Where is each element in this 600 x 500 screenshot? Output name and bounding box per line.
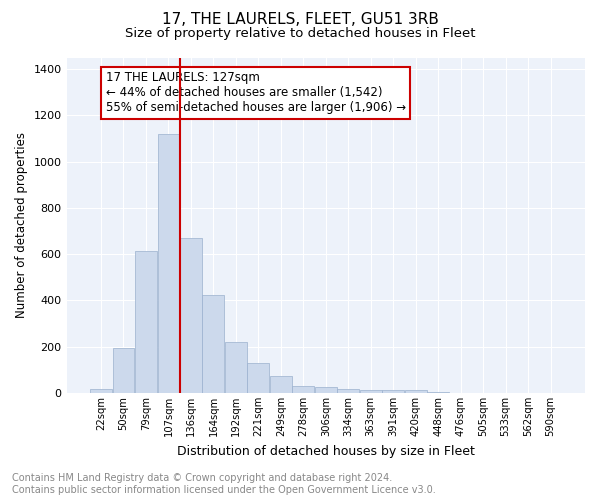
Text: 17 THE LAURELS: 127sqm
← 44% of detached houses are smaller (1,542)
55% of semi-: 17 THE LAURELS: 127sqm ← 44% of detached… — [106, 72, 406, 114]
Bar — [337, 389, 359, 393]
Bar — [405, 390, 427, 393]
Text: 17, THE LAURELS, FLEET, GU51 3RB: 17, THE LAURELS, FLEET, GU51 3RB — [161, 12, 439, 28]
Bar — [270, 376, 292, 393]
Bar — [427, 392, 449, 393]
Bar — [315, 386, 337, 393]
Text: Contains HM Land Registry data © Crown copyright and database right 2024.
Contai: Contains HM Land Registry data © Crown c… — [12, 474, 436, 495]
Bar — [292, 386, 314, 393]
Bar — [247, 364, 269, 393]
Text: Size of property relative to detached houses in Fleet: Size of property relative to detached ho… — [125, 28, 475, 40]
Bar — [113, 348, 134, 393]
Bar — [135, 250, 157, 393]
Bar — [225, 342, 247, 393]
Bar — [382, 390, 404, 393]
Bar — [90, 389, 112, 393]
Bar — [360, 390, 382, 393]
Bar — [158, 134, 179, 393]
X-axis label: Distribution of detached houses by size in Fleet: Distribution of detached houses by size … — [177, 444, 475, 458]
Bar — [180, 238, 202, 393]
Bar — [202, 294, 224, 393]
Y-axis label: Number of detached properties: Number of detached properties — [15, 132, 28, 318]
